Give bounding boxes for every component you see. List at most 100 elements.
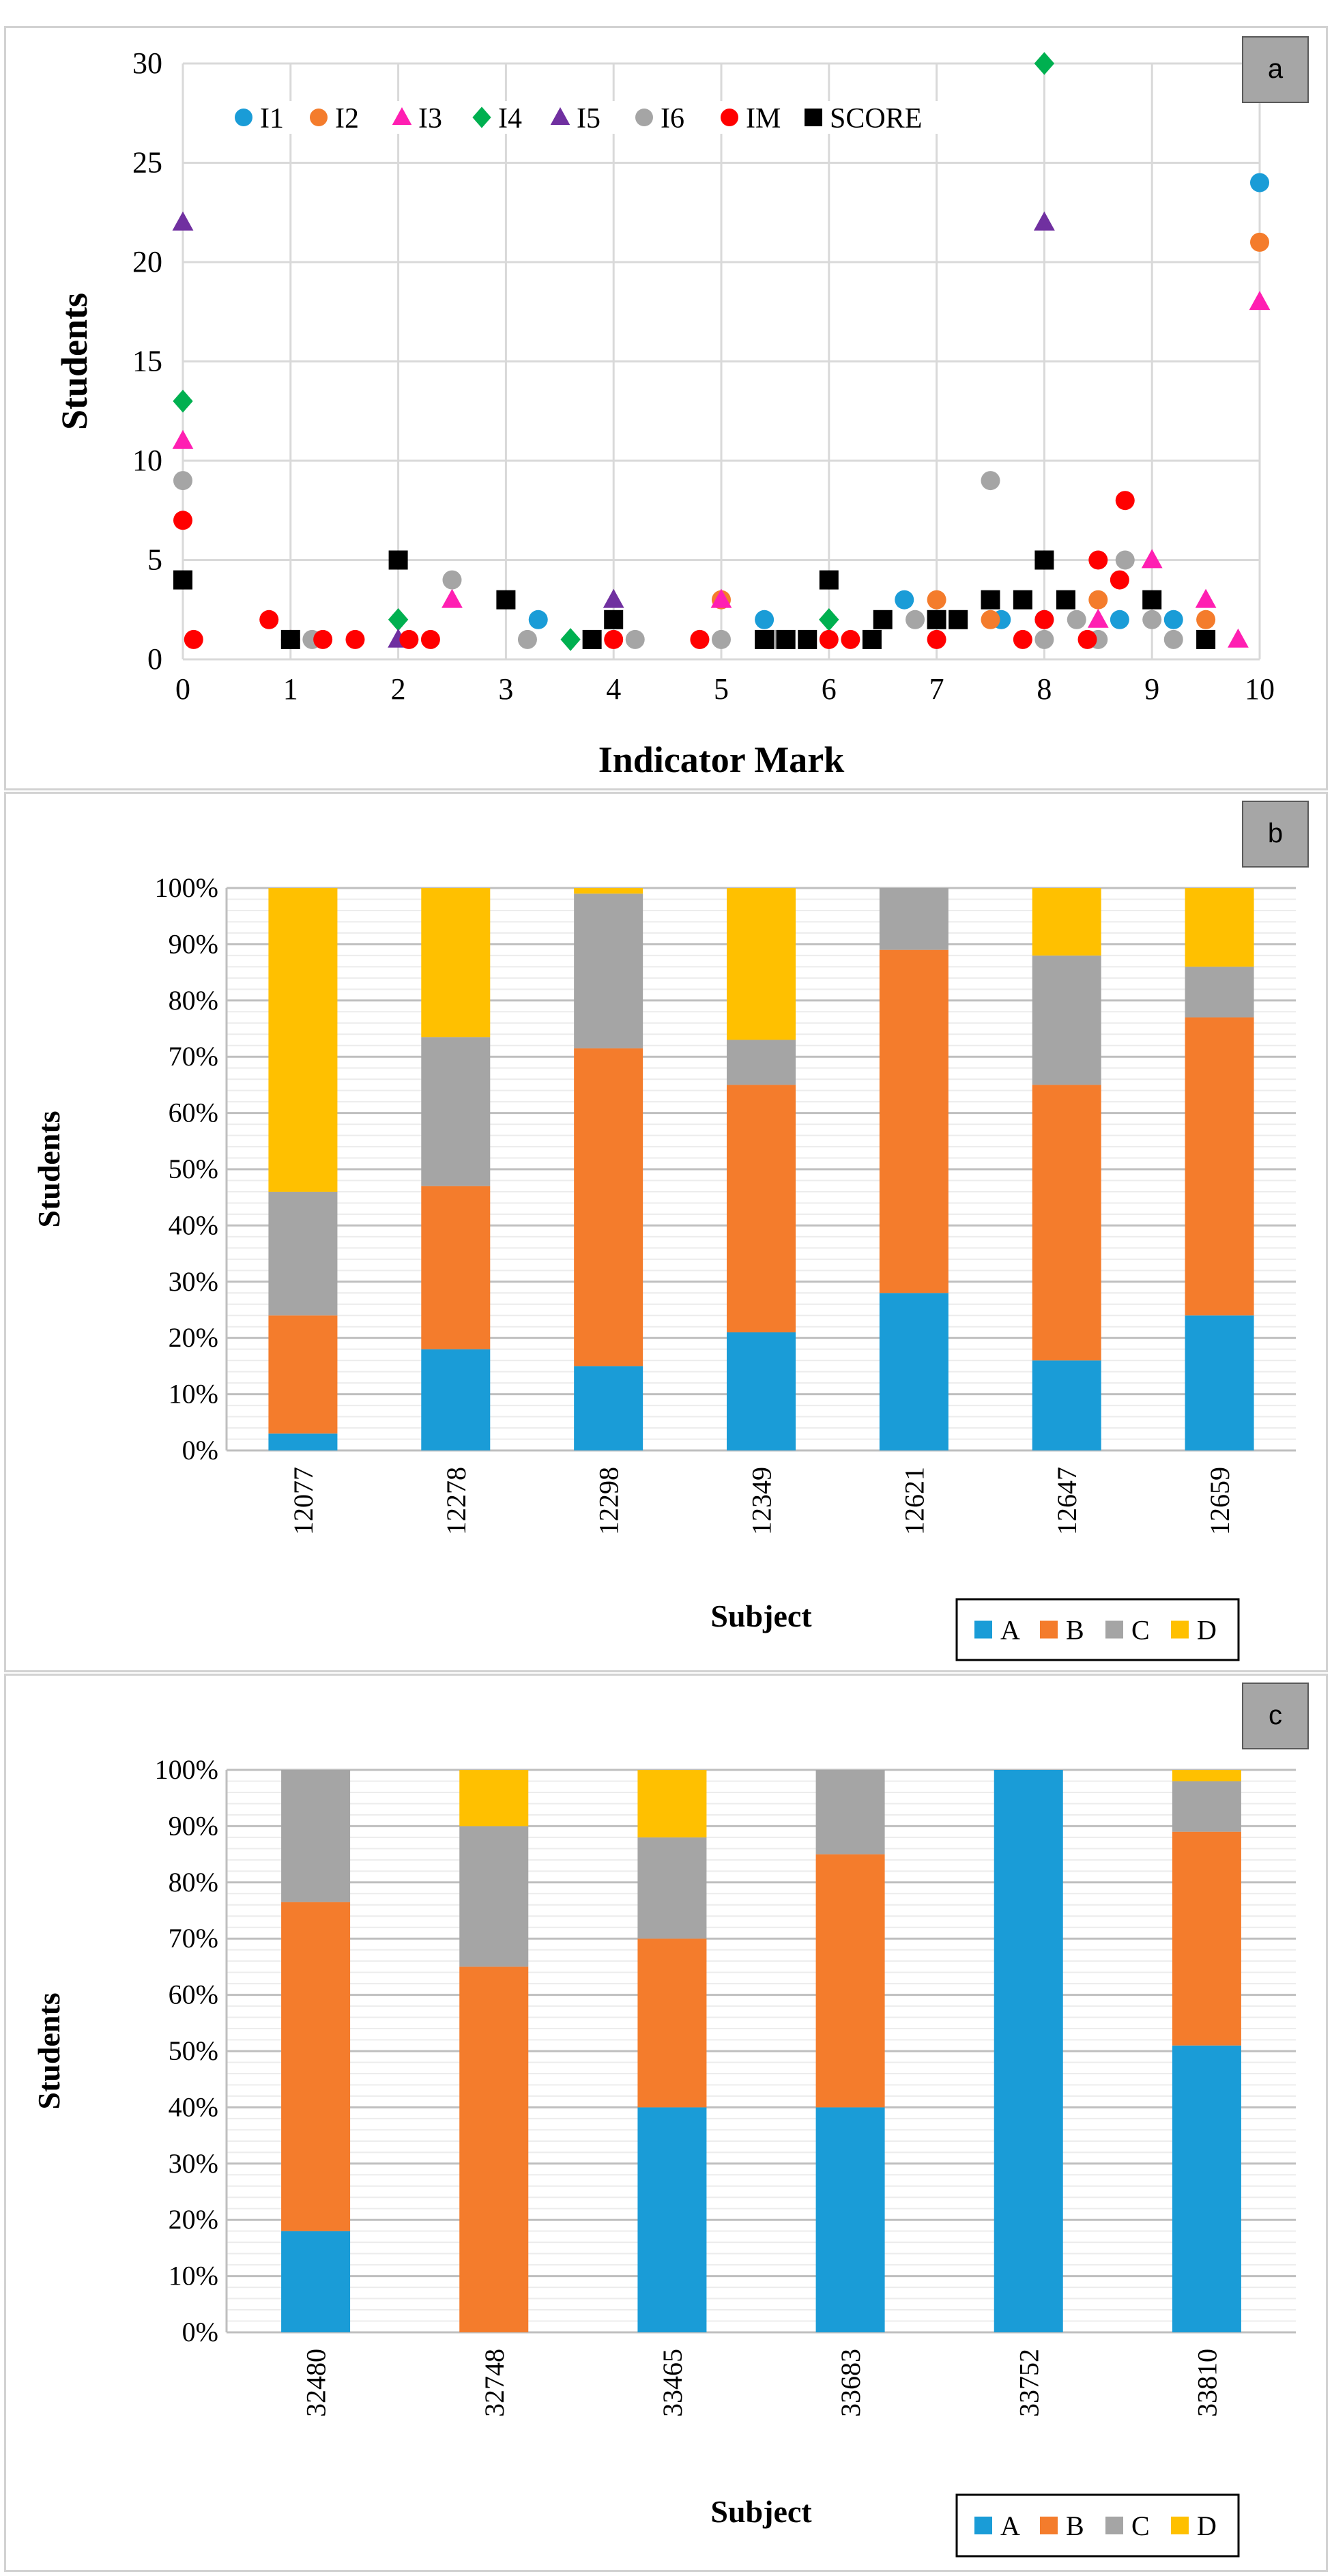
legend-swatch-c bbox=[1105, 1620, 1123, 1639]
bar-segment-a bbox=[268, 1433, 338, 1450]
point-im bbox=[1013, 629, 1032, 649]
x-tick-label: 33683 bbox=[835, 2349, 866, 2417]
point-im bbox=[1077, 629, 1097, 649]
point-i3 bbox=[710, 588, 732, 608]
y-tick-label: 40% bbox=[169, 1210, 218, 1240]
point-score bbox=[949, 610, 968, 629]
point-score bbox=[582, 629, 602, 649]
stacked-bar-chart-c-svg: 0% 10% 20% 30% 40% 50% 60% 70% 80% 90% 100% 32480 32… bbox=[31, 1683, 1309, 2558]
point-score bbox=[798, 629, 817, 649]
point-score bbox=[776, 629, 796, 649]
legend-bg bbox=[800, 101, 950, 134]
point-i3 bbox=[1141, 549, 1163, 569]
point-i6 bbox=[625, 629, 645, 649]
bar-segment-d bbox=[1032, 888, 1101, 956]
point-i2 bbox=[927, 590, 946, 610]
bar-segment-c bbox=[1032, 955, 1101, 1085]
x-tick-label: 5 bbox=[714, 672, 729, 706]
bar-segment-d bbox=[1185, 888, 1254, 967]
legend-marker-i2 bbox=[310, 109, 328, 126]
point-i3 bbox=[1087, 608, 1109, 628]
legend-swatch-b bbox=[1040, 1620, 1058, 1639]
point-i2 bbox=[1196, 610, 1216, 629]
legend-swatch-a bbox=[974, 2517, 992, 2534]
point-i1 bbox=[1163, 610, 1183, 629]
bar-segment-a bbox=[879, 1293, 949, 1450]
point-i6 bbox=[906, 610, 925, 629]
legend-label: B bbox=[1066, 1615, 1084, 1646]
bar-segment-d bbox=[637, 1770, 707, 1837]
bar-segment-c bbox=[815, 1770, 885, 1855]
panel-label-box bbox=[1242, 1683, 1309, 1749]
legend-marker-im bbox=[721, 109, 738, 126]
bar-segment-b bbox=[421, 1186, 491, 1349]
panel-a-scatter-chart: 0 5 10 15 20 25 30 0 1 2 3 4 5 6 7 8 9 10 Indicator Mark St… bbox=[4, 26, 1328, 790]
point-i2 bbox=[981, 610, 1000, 629]
panel-label: a bbox=[1268, 54, 1284, 84]
legend-marker-i5 bbox=[550, 107, 570, 126]
point-i4 bbox=[819, 608, 839, 631]
bar-segment-a bbox=[421, 1349, 491, 1450]
x-tick-label: 12349 bbox=[747, 1467, 777, 1535]
legend-label: B bbox=[1066, 2510, 1084, 2541]
bar-segment-a bbox=[1172, 2045, 1241, 2332]
panel-label: c bbox=[1269, 1700, 1282, 1730]
bar-segment-c bbox=[459, 1826, 529, 1967]
point-i6 bbox=[517, 629, 537, 649]
point-im bbox=[345, 629, 365, 649]
x-tick-label: 32480 bbox=[301, 2349, 332, 2417]
y-tick-label: 90% bbox=[169, 928, 218, 959]
x-tick-label: 8 bbox=[1037, 672, 1052, 706]
point-score bbox=[173, 570, 192, 590]
y-tick-label: 50% bbox=[169, 2035, 218, 2066]
point-score bbox=[1056, 590, 1075, 610]
point-i4 bbox=[1034, 52, 1055, 75]
bar-segment-d bbox=[574, 888, 643, 894]
point-i6 bbox=[1142, 610, 1162, 629]
x-tick-label: 1 bbox=[283, 672, 298, 706]
x-tick-label: 3 bbox=[498, 672, 513, 706]
x-tick-label: 9 bbox=[1144, 672, 1159, 706]
point-im bbox=[313, 629, 333, 649]
bar-segment-b bbox=[815, 1854, 885, 2108]
x-tick-label: 6 bbox=[822, 672, 837, 706]
point-i3 bbox=[441, 588, 463, 608]
x-axis-title: Indicator Mark bbox=[598, 739, 845, 780]
point-im bbox=[259, 610, 279, 629]
point-i5 bbox=[603, 588, 624, 608]
point-score bbox=[496, 590, 516, 610]
legend-marker-i1 bbox=[235, 109, 252, 126]
bar-segment-a bbox=[994, 1770, 1063, 2332]
point-score bbox=[604, 610, 624, 629]
y-tick-label: 30% bbox=[169, 1266, 218, 1297]
y-tick-label: 60% bbox=[169, 1098, 218, 1128]
x-tick-label: 12659 bbox=[1204, 1467, 1235, 1535]
bar-segment-b bbox=[574, 1048, 643, 1366]
legend-swatch-c bbox=[1105, 2517, 1123, 2534]
scatter-chart-svg: 0 5 10 15 20 25 30 0 1 2 3 4 5 6 7 8 9 10 Indicator Mark St… bbox=[54, 36, 1309, 780]
y-tick-label: 10% bbox=[169, 1379, 218, 1409]
point-i3 bbox=[1228, 628, 1249, 648]
x-tick-label: 0 bbox=[175, 672, 190, 706]
point-i1 bbox=[755, 610, 774, 629]
legend-label: SCORE bbox=[830, 103, 922, 134]
point-i6 bbox=[1067, 610, 1086, 629]
y-tick-label: 100% bbox=[155, 872, 218, 903]
point-i2 bbox=[1250, 232, 1269, 252]
legend-label: A bbox=[1000, 1615, 1020, 1646]
point-i6 bbox=[712, 629, 731, 649]
legend-box bbox=[955, 2493, 1240, 2558]
point-im bbox=[1110, 570, 1129, 590]
bar-segment-a bbox=[727, 1332, 796, 1450]
bar-segment-c bbox=[421, 1037, 491, 1186]
point-i1 bbox=[1250, 173, 1269, 192]
y-tick-label: 30% bbox=[169, 2148, 218, 2179]
point-im bbox=[604, 629, 624, 649]
bar-segment-c bbox=[574, 893, 643, 1048]
point-i1 bbox=[1110, 610, 1129, 629]
legend-label: I6 bbox=[661, 103, 684, 134]
legend-marker-i3 bbox=[392, 107, 412, 126]
bar-segment-b bbox=[727, 1085, 796, 1332]
point-score bbox=[927, 610, 946, 629]
legend-label: A bbox=[1000, 2510, 1020, 2541]
